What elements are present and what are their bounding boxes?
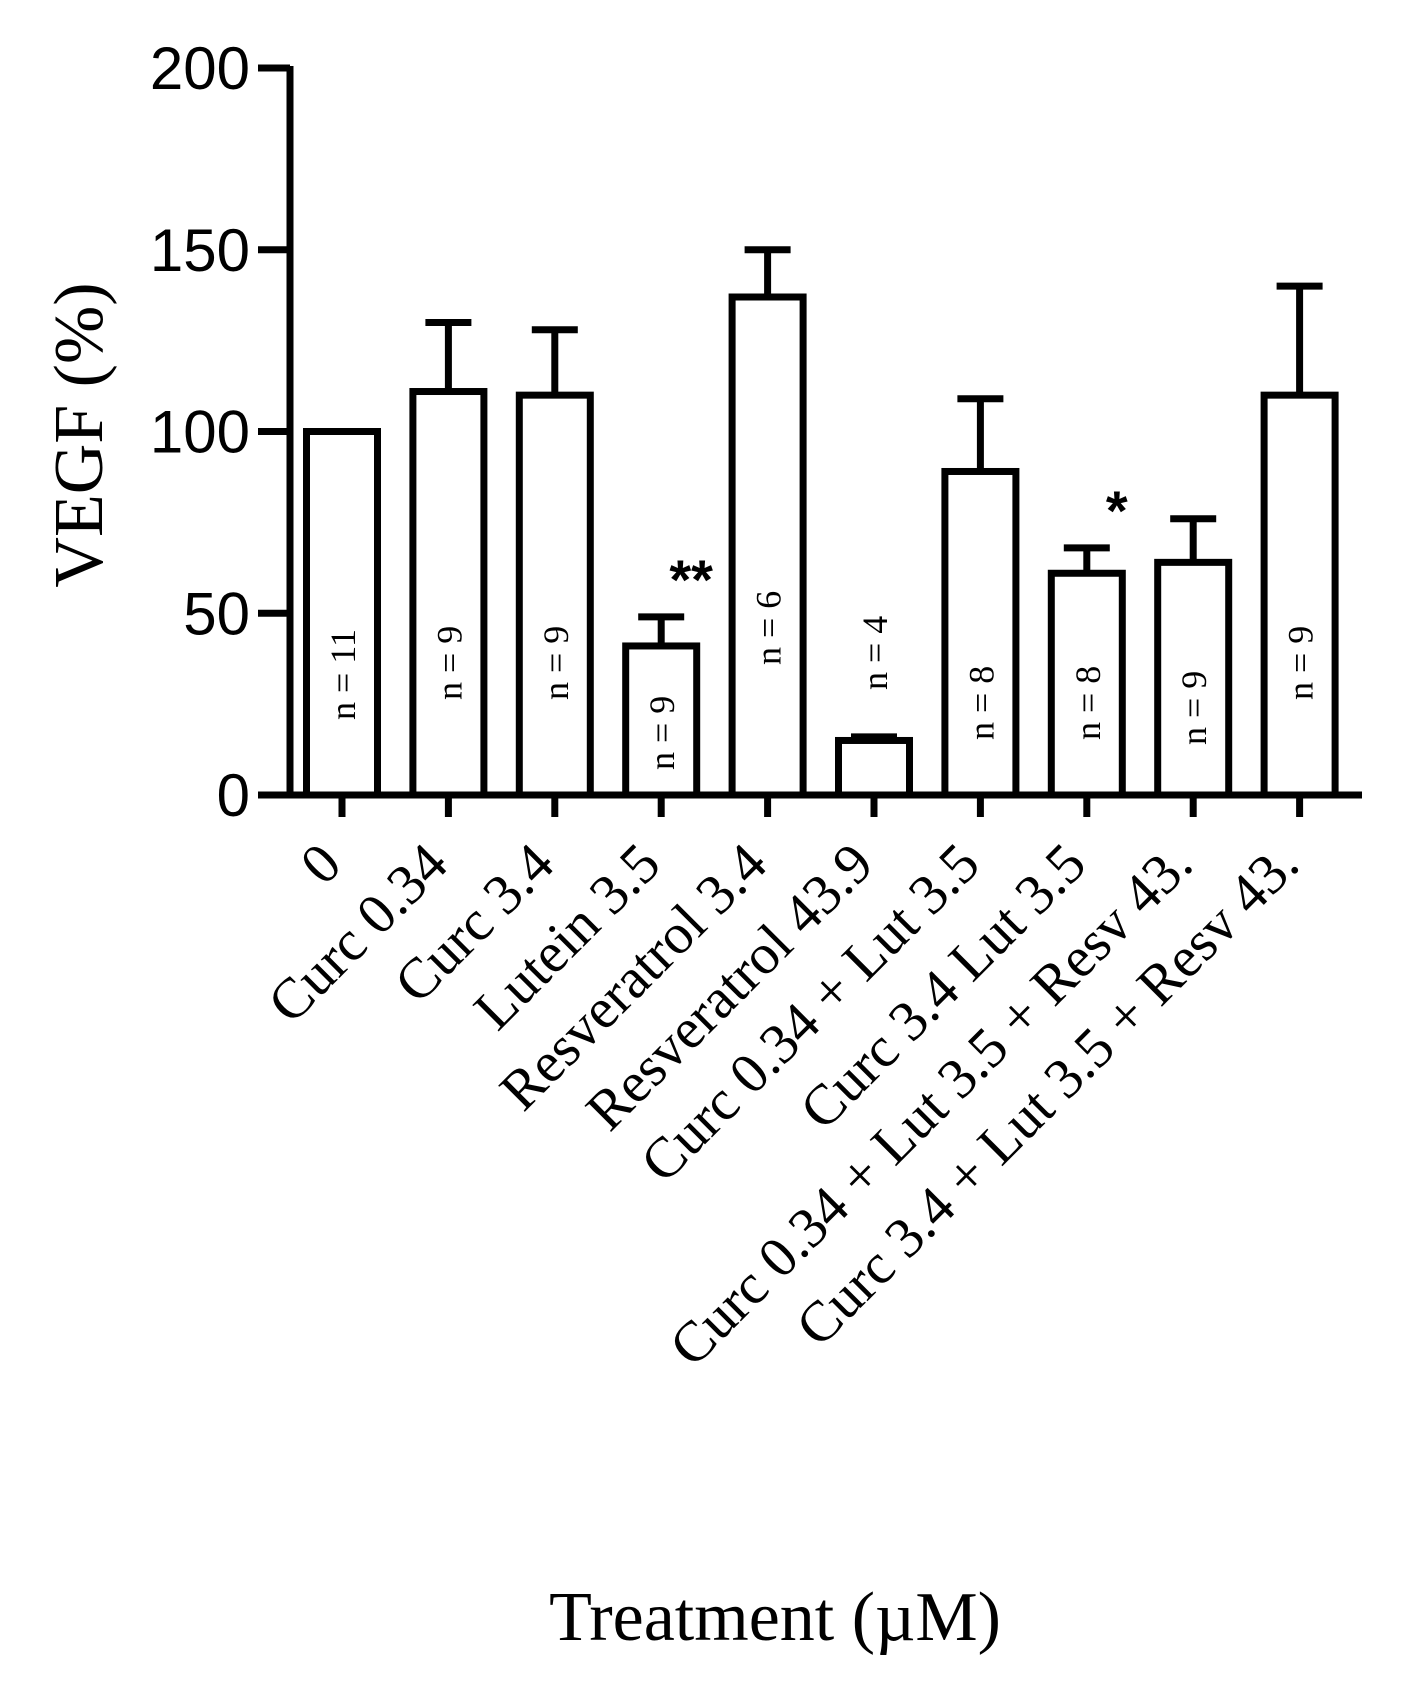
x-axis-label: Treatment (µM) [549,1579,1001,1656]
y-tick-label: 200 [150,35,250,102]
bar [728,293,807,799]
y-tick-label: 0 [217,762,250,829]
y-tick-label: 100 [150,399,250,466]
n-label: n = 9 [642,696,682,770]
y-tick-label: 50 [183,580,250,647]
bar [1047,569,1126,799]
bar [303,428,381,799]
n-label: n = 11 [323,629,363,720]
bar [515,391,594,799]
bar [622,642,701,799]
n-label: n = 8 [961,666,1001,740]
bar [941,467,1020,799]
n-label: n = 9 [1174,671,1214,745]
bar [1154,558,1233,799]
n-label: n = 6 [749,591,789,665]
n-label: n = 9 [536,626,576,700]
n-label: n = 9 [429,626,469,700]
bar [409,388,488,799]
bar [835,736,913,799]
y-axis-label: VEGF (%) [41,282,118,587]
x-tick-label: 0 [288,832,353,897]
n-label: n = 8 [1068,666,1108,740]
n-label: n = 9 [1281,626,1321,700]
y-tick-label: 150 [150,217,250,284]
significance-label: * [1106,479,1128,542]
significance-label: ** [669,548,713,611]
bar [1260,391,1339,799]
n-label: n = 4 [855,616,895,690]
